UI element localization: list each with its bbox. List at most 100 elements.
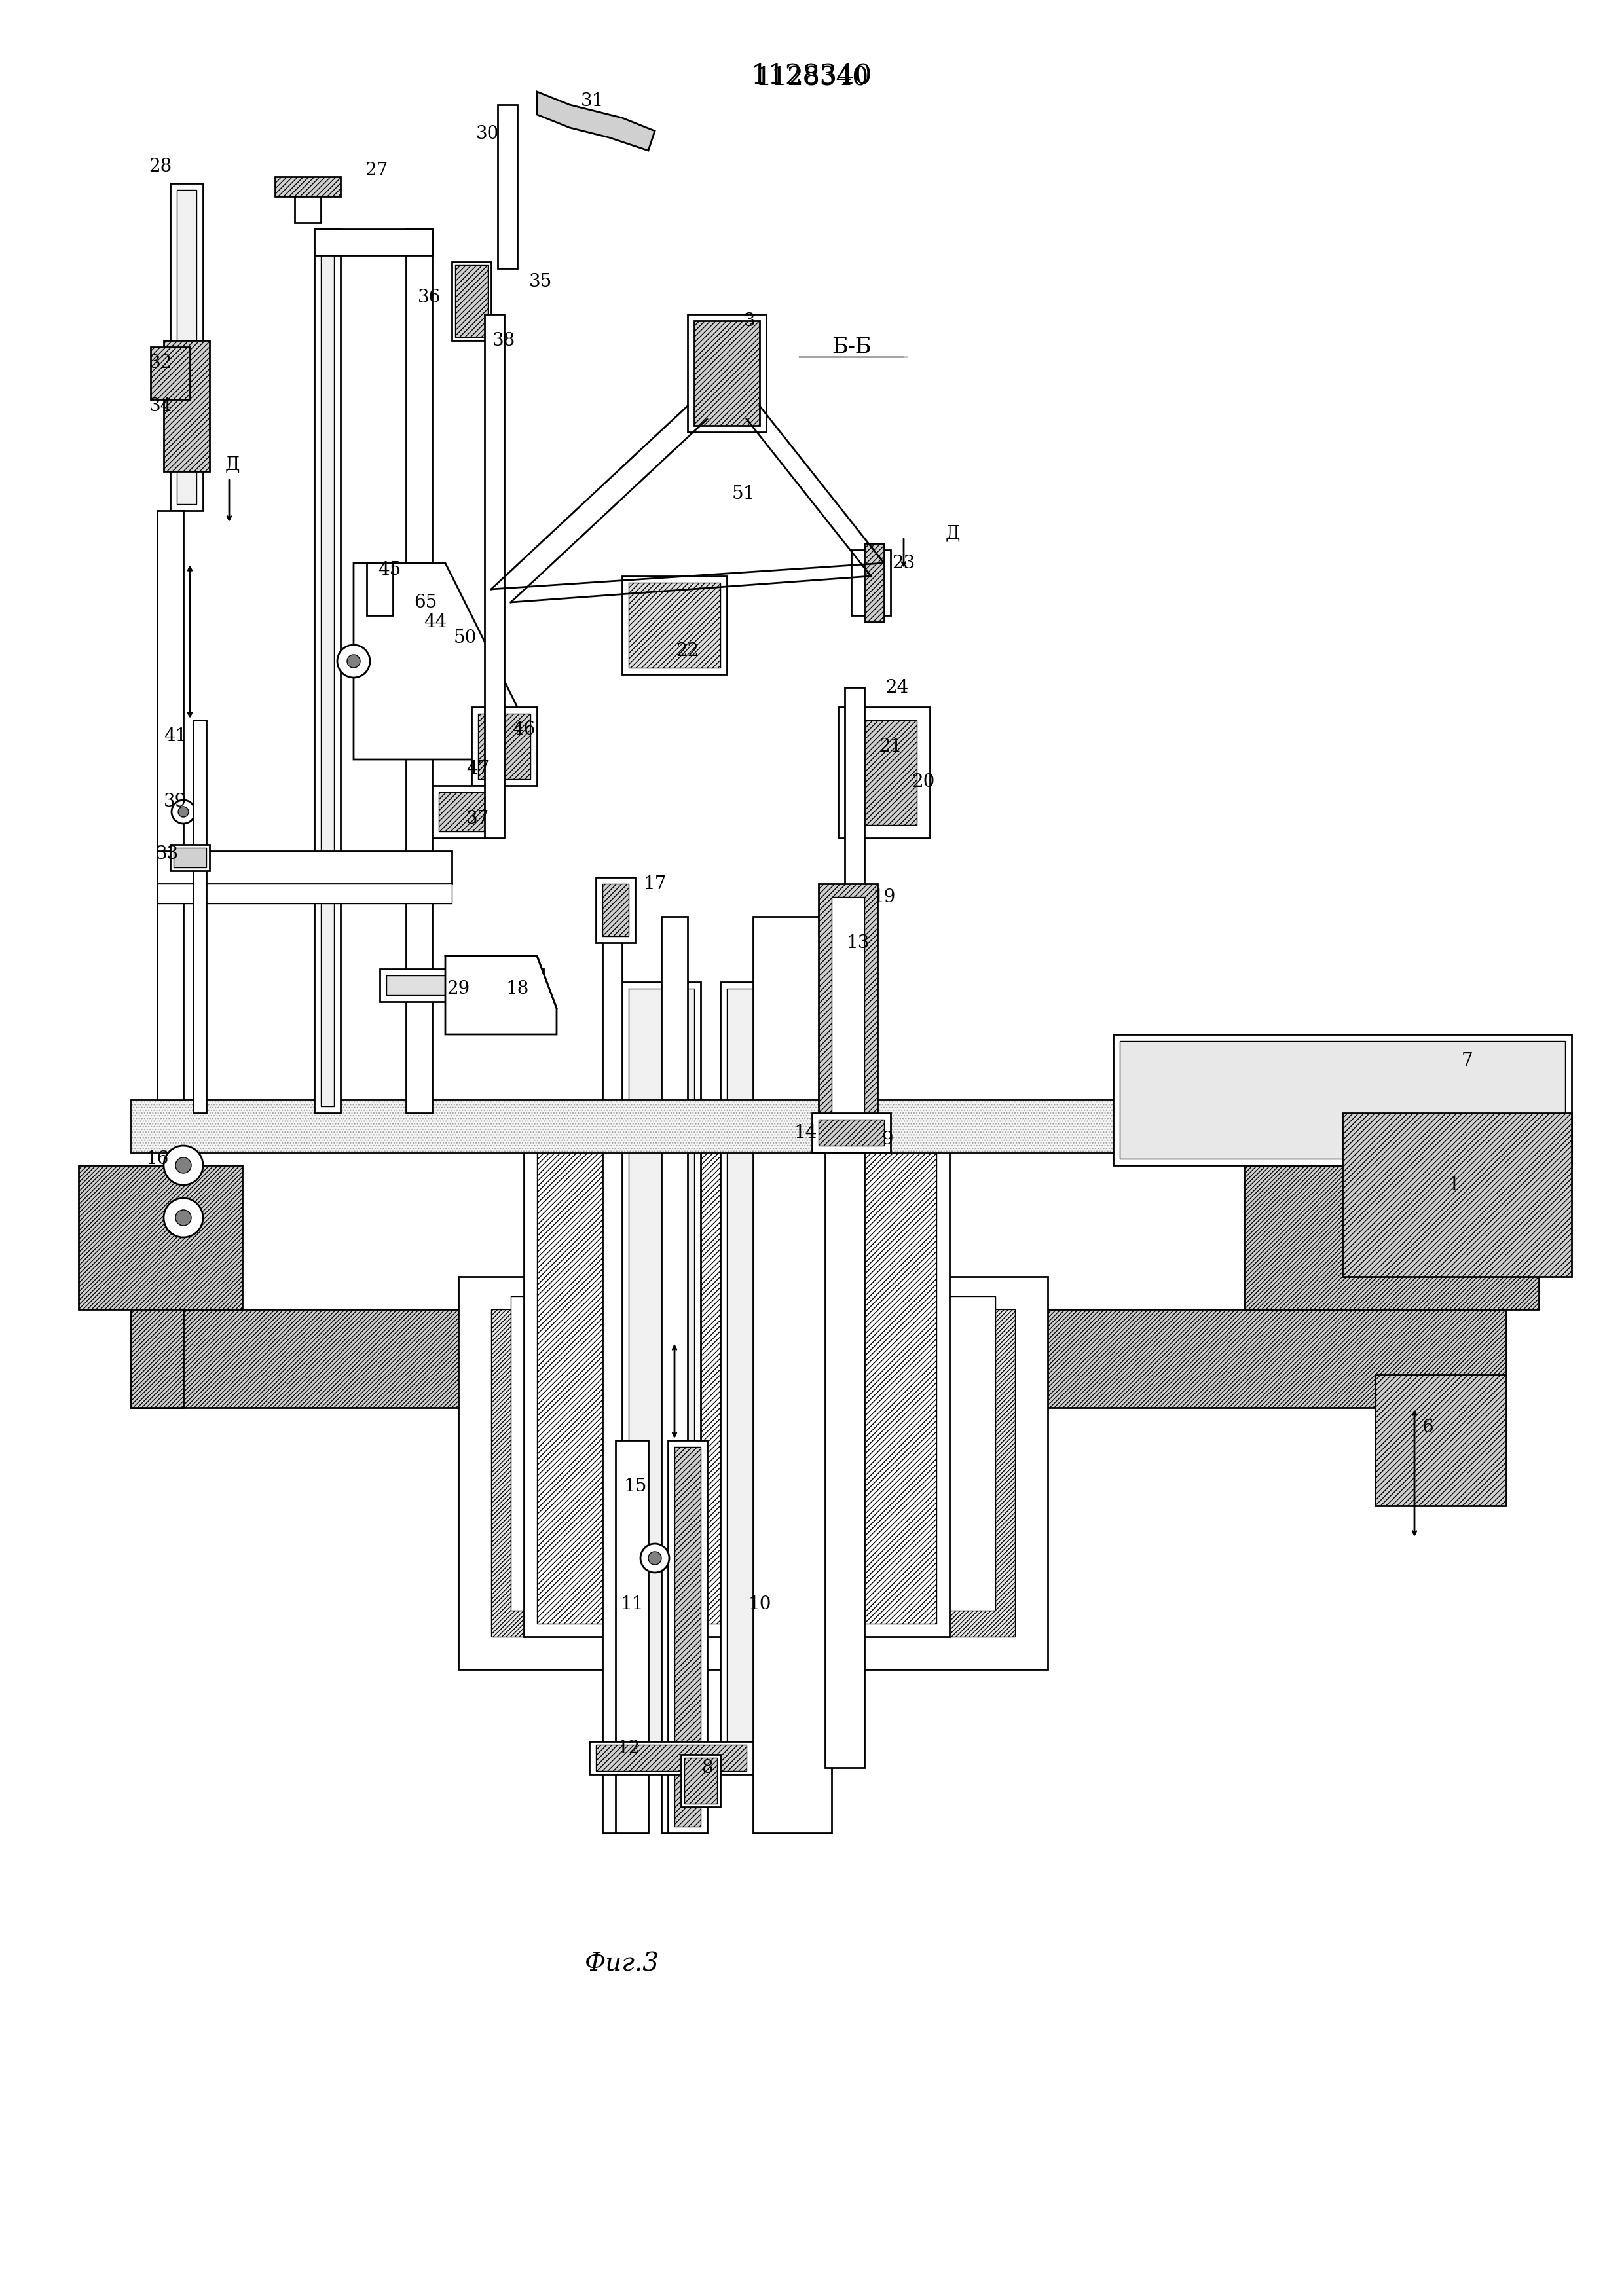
Bar	[294, 184, 322, 223]
Text: 31: 31	[581, 92, 604, 110]
Bar	[818, 884, 877, 1146]
Bar	[831, 898, 864, 1132]
Text: 37: 37	[466, 810, 489, 827]
Text: 21: 21	[879, 737, 903, 755]
Bar	[728, 990, 767, 1761]
Bar	[512, 1297, 996, 1609]
Bar	[315, 230, 341, 1114]
Text: 30: 30	[476, 126, 500, 142]
Bar	[455, 264, 487, 338]
Bar	[151, 347, 190, 400]
Text: 1: 1	[1449, 1176, 1460, 1194]
Bar	[667, 1440, 706, 1832]
Bar	[851, 721, 918, 824]
Bar	[1376, 1375, 1505, 1506]
Bar	[538, 1125, 937, 1623]
Text: 44: 44	[424, 613, 447, 631]
Text: 20: 20	[911, 774, 935, 792]
Text: Фиг.3: Фиг.3	[585, 1952, 659, 1977]
Text: 24: 24	[885, 680, 909, 696]
Bar	[158, 852, 451, 884]
Bar	[1112, 1107, 1559, 1125]
Text: 16: 16	[146, 1150, 169, 1169]
Text: 17: 17	[643, 875, 666, 893]
Bar	[158, 884, 451, 902]
Circle shape	[348, 654, 361, 668]
Text: 34: 34	[149, 397, 172, 416]
Circle shape	[648, 1552, 661, 1564]
Bar	[1112, 1068, 1559, 1107]
Bar	[661, 916, 687, 1832]
Bar	[525, 1114, 950, 1637]
Circle shape	[179, 806, 188, 817]
Text: 39: 39	[164, 792, 187, 810]
Bar	[1121, 1040, 1566, 1159]
Bar	[484, 315, 503, 838]
Bar	[432, 785, 497, 838]
Circle shape	[175, 1157, 192, 1173]
Bar	[851, 551, 890, 615]
Bar	[132, 1100, 1505, 1153]
Bar	[674, 1446, 700, 1828]
Bar	[174, 847, 206, 868]
Bar	[596, 1745, 747, 1770]
Bar	[322, 236, 335, 1107]
Bar	[1244, 1166, 1540, 1309]
Text: 50: 50	[453, 629, 476, 647]
Bar	[1112, 1035, 1572, 1166]
Circle shape	[164, 1146, 203, 1185]
Bar	[844, 687, 864, 1114]
Bar	[315, 230, 432, 255]
Text: 9: 9	[882, 1130, 893, 1148]
Bar	[171, 845, 209, 870]
Bar	[490, 1309, 1015, 1637]
Text: Д: Д	[226, 457, 240, 473]
Bar	[132, 1277, 184, 1407]
Text: 3: 3	[744, 312, 755, 331]
Text: 15: 15	[624, 1476, 646, 1495]
Polygon shape	[445, 955, 557, 1035]
Text: 8: 8	[702, 1759, 713, 1777]
Bar	[684, 1759, 718, 1805]
Bar	[615, 1440, 648, 1832]
Bar	[596, 877, 635, 944]
Text: 47: 47	[466, 760, 489, 778]
Bar	[132, 1309, 1505, 1407]
Text: 22: 22	[676, 643, 698, 661]
Text: Б-Б: Б-Б	[831, 338, 870, 358]
Bar	[825, 983, 864, 1768]
Bar	[158, 510, 184, 1100]
Bar	[838, 707, 931, 838]
Bar	[603, 884, 628, 937]
Bar	[274, 177, 341, 197]
Bar	[497, 106, 518, 269]
Bar	[622, 576, 728, 675]
Bar	[693, 321, 760, 425]
Bar	[680, 1754, 721, 1807]
Bar	[818, 1120, 883, 1146]
Circle shape	[164, 1199, 203, 1238]
Text: 28: 28	[149, 158, 172, 177]
Bar	[1343, 1114, 1572, 1277]
Text: 41: 41	[164, 728, 187, 746]
Text: 13: 13	[846, 934, 869, 951]
Circle shape	[640, 1543, 669, 1573]
Text: 18: 18	[505, 980, 529, 996]
Bar	[471, 707, 538, 785]
Text: 51: 51	[732, 484, 755, 503]
Bar	[451, 262, 490, 340]
Bar	[603, 916, 622, 1832]
Text: 19: 19	[872, 889, 895, 905]
Circle shape	[172, 799, 195, 824]
Text: 10: 10	[749, 1596, 771, 1612]
Bar	[477, 714, 531, 778]
Text: 45: 45	[378, 560, 401, 579]
Text: 65: 65	[414, 592, 437, 611]
Bar	[193, 721, 206, 1114]
Text: 27: 27	[365, 161, 388, 179]
Text: 12: 12	[617, 1738, 640, 1756]
Text: 29: 29	[447, 980, 469, 996]
Bar	[721, 983, 773, 1768]
Text: 1128340: 1128340	[752, 62, 872, 90]
Bar	[754, 916, 831, 1832]
